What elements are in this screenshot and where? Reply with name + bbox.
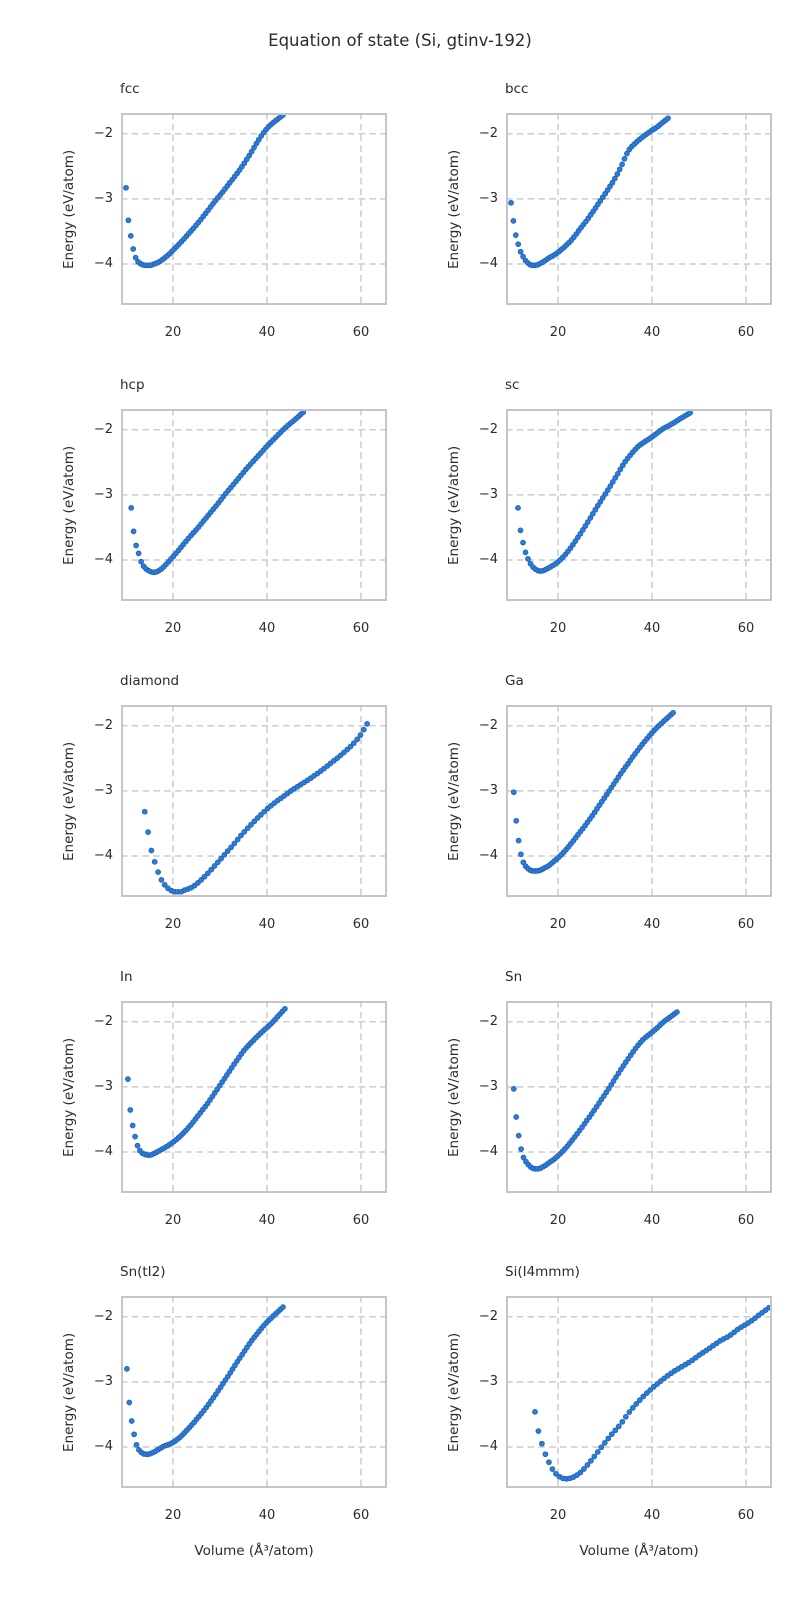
x-tick-label: 60	[737, 325, 755, 340]
y-tick-label: −3	[93, 783, 113, 798]
x-tick-label: 40	[643, 1213, 661, 1228]
x-tick-label: 20	[549, 917, 567, 932]
y-tick-label: −2	[478, 1309, 498, 1324]
x-tick-label: 40	[258, 621, 276, 636]
x-tick-label: 20	[549, 325, 567, 340]
x-tick-label: 60	[737, 1508, 755, 1523]
scatter-plot-canvas	[121, 1296, 387, 1488]
scatter-plot-canvas	[506, 113, 772, 305]
subplot-Sn(tI2): Sn(tI2) Energy (eV/atom) −2 −3 −4 20 40 …	[61, 1264, 387, 1559]
y-tick-label: −2	[478, 126, 498, 141]
subplot-diamond: diamond Energy (eV/atom) −2 −3 −4 20 40 …	[61, 673, 387, 932]
y-tick-label: −4	[93, 552, 113, 567]
scatter-plot-canvas	[121, 113, 387, 305]
x-tick-label: 60	[352, 325, 370, 340]
y-tick-label: −2	[93, 718, 113, 733]
x-tick-label: 60	[352, 621, 370, 636]
y-tick-label: −4	[478, 1439, 498, 1454]
x-tick-label: 40	[643, 621, 661, 636]
y-tick-label: −2	[93, 1309, 113, 1324]
subplot-In: In Energy (eV/atom) −2 −3 −4 20 40 60	[61, 969, 387, 1228]
y-tick-label: −3	[93, 191, 113, 206]
y-tick-label: −3	[478, 487, 498, 502]
x-tick-label: 40	[258, 1508, 276, 1523]
x-tick-label: 40	[643, 325, 661, 340]
x-tick-label: 20	[164, 1508, 182, 1523]
scatter-plot-canvas	[121, 705, 387, 897]
y-tick-label: −3	[93, 1079, 113, 1094]
subplot-title: Ga	[505, 673, 524, 689]
x-tick-label: 20	[549, 1213, 567, 1228]
y-tick-label: −3	[478, 783, 498, 798]
x-tick-label: 20	[164, 1213, 182, 1228]
y-tick-label: −3	[93, 487, 113, 502]
subplot-title: fcc	[120, 81, 140, 97]
y-tick-label: −4	[478, 848, 498, 863]
y-tick-label: −4	[478, 552, 498, 567]
scatter-plot-canvas	[121, 1001, 387, 1193]
subplot-title: sc	[505, 377, 520, 393]
y-tick-label: −2	[93, 1014, 113, 1029]
scatter-plot-canvas	[506, 1001, 772, 1193]
subplot-sc: sc Energy (eV/atom) −2 −3 −4 20 40 60	[446, 377, 772, 636]
scatter-plot-canvas	[506, 409, 772, 601]
subplot-Sn: Sn Energy (eV/atom) −2 −3 −4 20 40 60	[446, 969, 772, 1228]
subplot-title: hcp	[120, 377, 145, 393]
figure-title: Equation of state (Si, gtinv-192)	[268, 31, 532, 50]
y-tick-label: −4	[93, 1439, 113, 1454]
x-tick-label: 60	[737, 917, 755, 932]
y-tick-label: −2	[93, 126, 113, 141]
subplot-title: bcc	[505, 81, 529, 97]
scatter-plot-canvas	[121, 409, 387, 601]
x-tick-label: 20	[164, 917, 182, 932]
y-tick-label: −3	[478, 191, 498, 206]
subplot-title: In	[120, 969, 133, 985]
y-tick-label: −4	[93, 1144, 113, 1159]
x-axis-label: Volume (Å³/atom)	[194, 1543, 314, 1559]
subplot-title: Sn(tI2)	[120, 1264, 166, 1280]
x-tick-label: 60	[352, 1508, 370, 1523]
y-tick-label: −3	[93, 1374, 113, 1389]
y-tick-label: −4	[93, 256, 113, 271]
x-tick-label: 40	[643, 1508, 661, 1523]
y-tick-label: −4	[478, 256, 498, 271]
x-tick-label: 40	[258, 325, 276, 340]
y-tick-label: −3	[478, 1374, 498, 1389]
x-tick-label: 40	[258, 1213, 276, 1228]
scatter-plot-canvas	[506, 705, 772, 897]
y-tick-label: −2	[478, 718, 498, 733]
subplot-fcc: fcc Energy (eV/atom) −2 −3 −4 20 40 60	[61, 81, 387, 340]
x-tick-label: 60	[352, 917, 370, 932]
x-tick-label: 60	[737, 621, 755, 636]
subplot-hcp: hcp Energy (eV/atom) −2 −3 −4 20 40 60	[61, 377, 387, 636]
subplot-Ga: Ga Energy (eV/atom) −2 −3 −4 20 40 60	[446, 673, 772, 932]
x-tick-label: 60	[352, 1213, 370, 1228]
x-tick-label: 20	[164, 621, 182, 636]
x-tick-label: 20	[164, 325, 182, 340]
y-tick-label: −2	[478, 422, 498, 437]
x-tick-label: 40	[643, 917, 661, 932]
subplot-bcc: bcc Energy (eV/atom) −2 −3 −4 20 40 60	[446, 81, 772, 340]
y-tick-label: −2	[478, 1014, 498, 1029]
scatter-plot-canvas	[506, 1296, 772, 1488]
subplot-title: diamond	[120, 673, 180, 689]
x-tick-label: 60	[737, 1213, 755, 1228]
x-tick-label: 20	[549, 621, 567, 636]
y-tick-label: −4	[478, 1144, 498, 1159]
x-tick-label: 40	[258, 917, 276, 932]
y-tick-label: −3	[478, 1079, 498, 1094]
x-axis-label: Volume (Å³/atom)	[579, 1543, 699, 1559]
subplot-title: Si(I4mmm)	[505, 1264, 580, 1280]
y-tick-label: −4	[93, 848, 113, 863]
y-tick-label: −2	[93, 422, 113, 437]
subplot-Si(I4mmm): Si(I4mmm) Energy (eV/atom) −2 −3 −4 20 4…	[446, 1264, 772, 1559]
x-tick-label: 20	[549, 1508, 567, 1523]
subplot-title: Sn	[505, 969, 523, 985]
